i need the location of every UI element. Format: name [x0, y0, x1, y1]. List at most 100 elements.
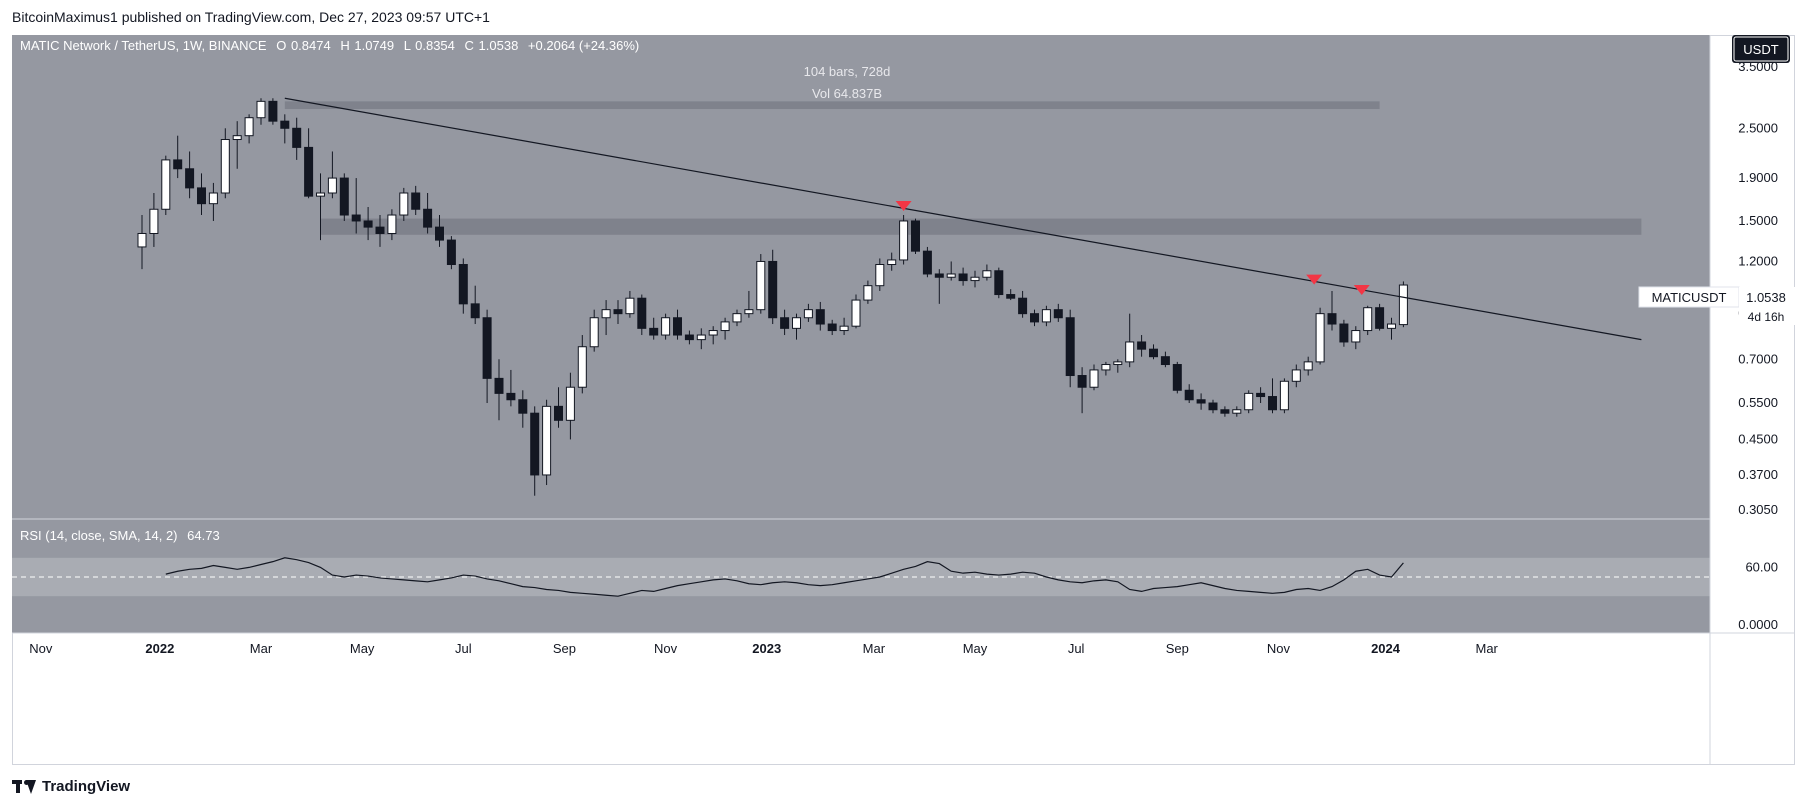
candle-body	[399, 192, 409, 216]
candle-body	[1113, 361, 1123, 366]
candle-body	[482, 317, 492, 379]
h-label: H	[340, 38, 349, 53]
candle-body	[256, 100, 266, 119]
time-tick-label: May	[963, 641, 988, 656]
h-value: 1.0749	[354, 38, 394, 53]
candle-body	[1006, 294, 1016, 299]
arrow-down-icon	[895, 201, 912, 212]
measure-bars: 104 bars, 728d	[804, 64, 891, 79]
arrow-down-icon	[1306, 274, 1323, 285]
candle-body	[232, 135, 242, 141]
candle-body	[970, 276, 980, 282]
candle-body	[1244, 392, 1254, 411]
time-tick-label: Jul	[1068, 641, 1085, 656]
candle-body	[994, 270, 1004, 296]
candle-body	[197, 187, 206, 205]
candle-body	[316, 192, 325, 197]
candle-body	[756, 260, 766, 311]
candlestick-chart[interactable]: 3.50002.50001.90001.50001.20000.90000.70…	[12, 35, 1795, 765]
candle-body	[1125, 341, 1135, 363]
time-tick-label: Jul	[455, 641, 472, 656]
candle-body	[684, 334, 694, 341]
candle-body	[1279, 380, 1289, 411]
candle-body	[208, 192, 218, 205]
candle-body	[1398, 284, 1408, 326]
candle-body	[1101, 364, 1111, 371]
time-tick-label: May	[350, 641, 375, 656]
candle-body	[1232, 409, 1242, 414]
time-tick-label: Nov	[654, 641, 678, 656]
rsi-label: RSI (14, close, SMA, 14, 2)	[20, 528, 178, 543]
candle-body	[1220, 409, 1230, 414]
price-tick-label: 1.5000	[1738, 213, 1778, 228]
price-tag-symbol: MATICUSDT	[1652, 290, 1727, 305]
candle-body	[1303, 361, 1313, 371]
candle-body	[280, 120, 290, 129]
candle-body	[1291, 369, 1301, 382]
candle-body	[851, 299, 861, 327]
candle-body	[1351, 330, 1361, 343]
rsi-value: 64.73	[187, 528, 220, 543]
price-tick-label: 1.2000	[1738, 253, 1778, 268]
resistance-zones	[284, 101, 1642, 235]
main-pane-background	[12, 35, 1710, 519]
candle-body	[827, 323, 837, 332]
c-label: C	[465, 38, 474, 53]
candle-body	[1327, 313, 1337, 325]
brand-label: TradingView	[42, 778, 131, 795]
candle-body	[911, 220, 920, 252]
ohlc-legend: MATIC Network / TetherUS, 1W, BINANCE O …	[20, 38, 639, 53]
candle-body	[363, 220, 373, 228]
candle-body	[875, 264, 885, 287]
currency-button[interactable]: USDT	[1732, 35, 1790, 63]
last-price-tag[interactable]: MATICUSDT 1.0538 4d 16h	[1638, 286, 1795, 325]
candle-body	[946, 273, 956, 278]
candle-body	[1268, 396, 1277, 411]
rsi-line	[165, 557, 1404, 597]
o-value: 0.8474	[291, 38, 331, 53]
candle-body	[173, 159, 183, 170]
price-tick-label: 1.9000	[1738, 170, 1778, 185]
candle-body	[435, 226, 444, 241]
candle-body	[1172, 364, 1182, 391]
candle-body	[339, 177, 349, 216]
rsi-tick-label: 0.0000	[1738, 617, 1778, 632]
rsi-axis: 60.00 0.0000	[1738, 559, 1778, 632]
time-tick-label: Mar	[250, 641, 273, 656]
time-tick-label: Mar	[863, 641, 886, 656]
candle-body	[1256, 392, 1266, 398]
price-tick-label: 0.4500	[1738, 431, 1778, 446]
candle-body	[1339, 323, 1349, 343]
candle-body	[708, 330, 718, 336]
candles	[137, 98, 1408, 496]
tradingview-brand[interactable]: TradingView	[12, 778, 130, 795]
candle-body	[744, 309, 754, 315]
candle-body	[958, 273, 968, 282]
l-value: 0.8354	[415, 38, 455, 53]
candle-body	[1018, 297, 1028, 315]
candle-body	[530, 412, 540, 476]
time-axis[interactable]: Nov 2022 Mar May Jul Sep Nov 2023 Mar May Jul Sep No…	[29, 641, 1498, 656]
candle-body	[446, 239, 456, 266]
candle-body	[934, 273, 944, 278]
price-tag-countdown: 4d 16h	[1748, 310, 1785, 324]
candle-body	[387, 214, 397, 234]
publisher-line: BitcoinMaximus1 published on TradingView…	[12, 9, 490, 25]
candle-body	[137, 232, 147, 248]
candle-body	[161, 159, 171, 210]
candle-body	[673, 317, 682, 336]
time-tick-label: Sep	[1166, 641, 1189, 656]
candle-body	[375, 226, 385, 234]
candle-body	[577, 346, 587, 388]
candle-body	[1030, 313, 1039, 323]
candle-body	[1053, 309, 1063, 319]
candle-body	[411, 192, 421, 210]
candle-body	[922, 250, 932, 275]
candle-body	[244, 117, 254, 137]
tradingview-logo-icon	[12, 779, 36, 794]
descending-trendline[interactable]	[284, 97, 1642, 341]
candle-body	[1137, 341, 1147, 350]
candle-body	[554, 405, 563, 421]
candle-body	[649, 327, 659, 336]
candle-body	[637, 297, 647, 329]
